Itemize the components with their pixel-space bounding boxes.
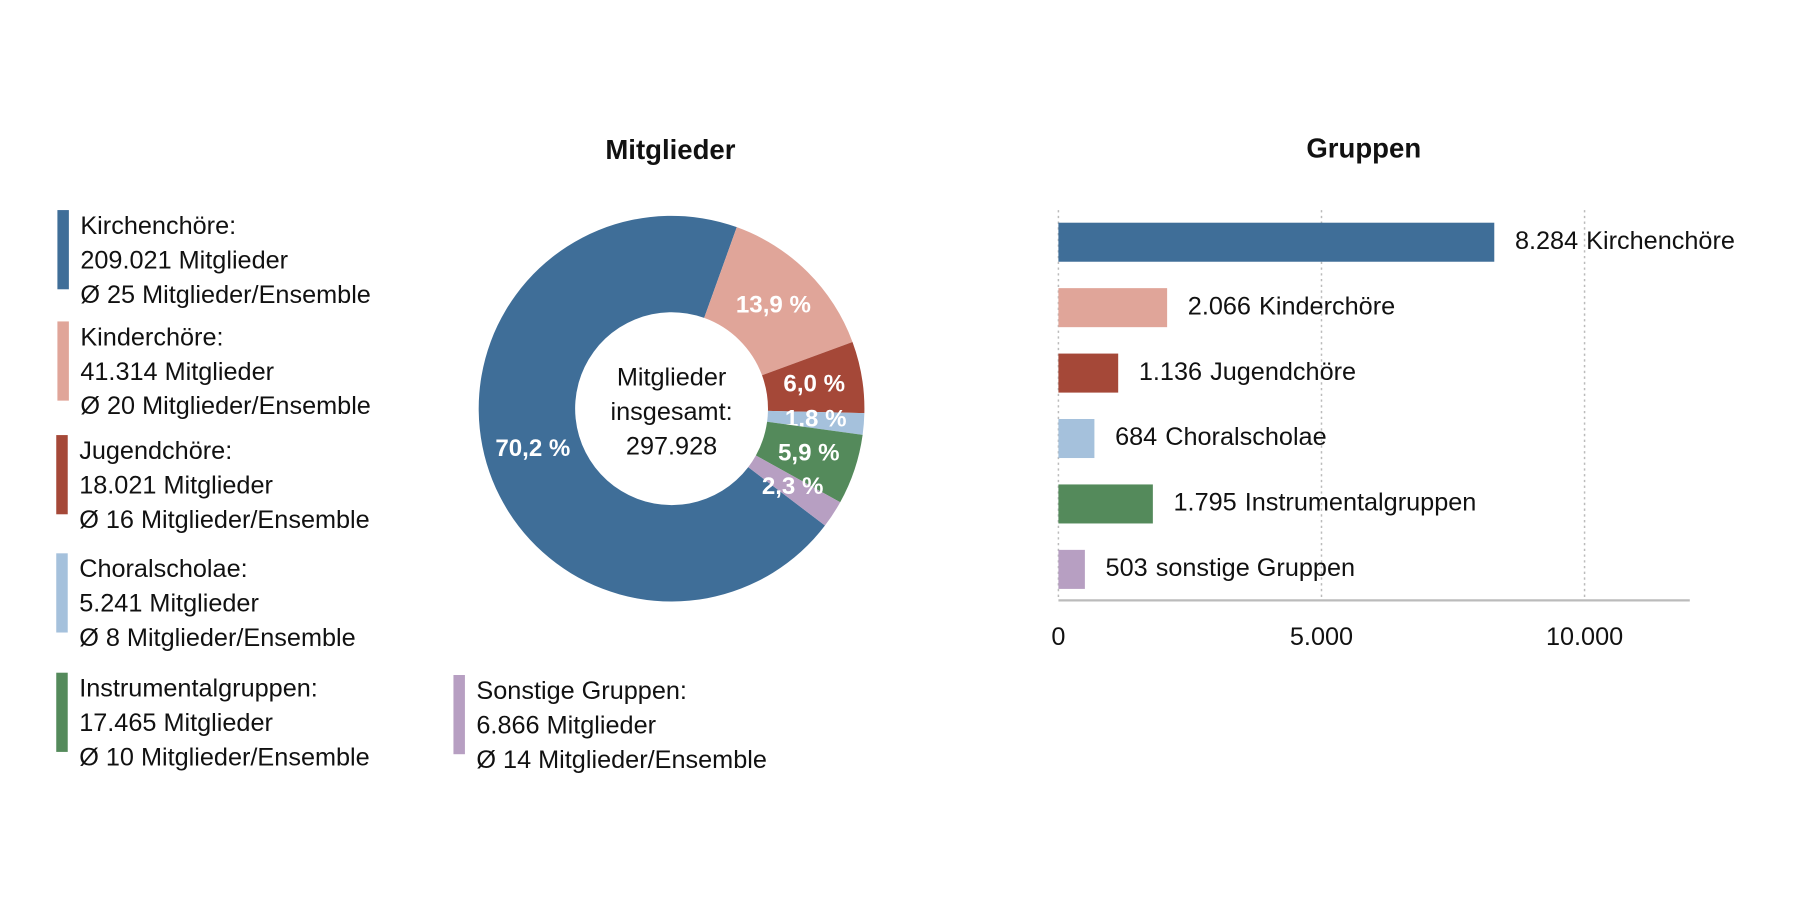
legend-label: Kirchenchöre: [80,212,236,240]
donut-slice [478,215,825,602]
slice-label: 70,2 % [495,435,570,462]
legend-swatch [57,210,69,290]
donut-slice [748,455,841,526]
legend-detail: Ø 20 Mitglieder/Ensemble [80,392,371,420]
legend-swatch [453,675,465,755]
legend-detail: 17.465 Mitglieder [79,709,273,737]
bar-category-label: sonstige Gruppen [1156,554,1355,582]
x-tick-label: 0 [1051,623,1065,651]
bar [1058,419,1095,459]
legend-label: Instrumentalgruppen: [79,675,318,703]
legend-label: Choralscholae: [79,555,247,583]
legend-label: Jugendchöre: [79,437,232,465]
value-label: 1.136 [1139,358,1202,386]
legend-detail: 41.314 Mitglieder [80,358,274,386]
bar-category-label: Instrumentalgruppen [1245,489,1477,517]
value-label: 2.066 [1188,292,1251,320]
legend-swatch [56,553,68,633]
donut-slice [767,410,865,435]
legend-swatch [57,321,69,401]
legend-detail: Ø 8 Mitglieder/Ensemble [79,624,355,652]
center-label: 297.928 [626,432,717,460]
donut-slice [704,227,853,376]
bar-category-label: Jugendchöre [1210,358,1356,386]
legend-detail: Ø 10 Mitglieder/Ensemble [79,743,370,771]
legend-label: Sonstige Gruppen: [476,677,687,705]
value-label: 1.795 [1174,489,1237,517]
slice-label: 5,9 % [778,440,840,467]
bar-category-label: Kinderchöre [1259,292,1395,320]
chart-title: Mitglieder [605,134,735,165]
donut-slice [762,341,865,414]
value-label: 684 [1115,423,1157,451]
bar [1058,222,1495,262]
legend-detail: 18.021 Mitglieder [79,471,273,499]
value-label: 503 [1106,554,1148,582]
legend-detail: Ø 25 Mitglieder/Ensemble [80,281,371,309]
slice-label: 6,0 % [783,370,845,397]
legend-detail: 5.241 Mitglieder [79,590,259,618]
bar [1058,549,1085,589]
x-tick-label: 5.000 [1290,623,1353,651]
legend-detail: 6.866 Mitglieder [476,711,656,739]
legend-label: Kinderchöre: [80,323,223,351]
bar [1058,484,1153,524]
bar-category-label: Choralscholae [1165,423,1326,451]
value-label: 8.284 [1515,227,1578,255]
legend-detail: 209.021 Mitglieder [80,246,288,274]
center-label: Mitglieder [617,363,726,391]
slice-label: 2,3 % [762,473,824,500]
bar [1058,353,1119,393]
legend-detail: Ø 14 Mitglieder/Ensemble [476,746,767,774]
slice-label: 13,9 % [736,291,811,318]
legend-swatch [56,672,68,752]
bar [1058,288,1168,328]
legend-detail: Ø 16 Mitglieder/Ensemble [79,506,370,534]
center-label: insgesamt: [611,398,733,426]
legend-swatch [56,435,68,515]
x-tick-label: 10.000 [1546,623,1623,651]
donut-slice [755,421,863,503]
bar-category-label: Kirchenchöre [1586,227,1735,255]
chart-title: Gruppen [1306,133,1421,164]
